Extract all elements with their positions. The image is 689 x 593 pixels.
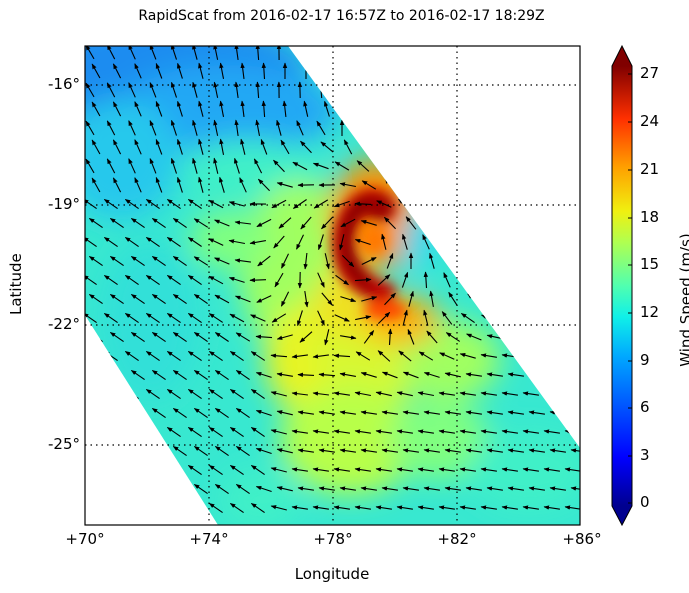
colorbar-tick: 24 [640,112,660,130]
colorbar-tick: 6 [640,398,650,416]
y-tick: -16° [48,75,80,93]
colorbar-tick: 9 [640,351,650,369]
colorbar-tick: 27 [640,64,660,82]
y-tick: -19° [48,195,80,213]
colorbar-tick: 12 [640,303,660,321]
grid-lines [85,46,580,525]
x-tick: +74° [189,530,229,548]
wind-speed-swath [85,46,580,525]
chart-title: RapidScat from 2016-02-17 16:57Z to 2016… [138,8,545,24]
x-axis-label: Longitude [294,565,370,583]
colorbar-tick: 0 [640,493,650,511]
colorbar [611,44,633,527]
colorbar-tick: 21 [640,160,660,178]
plot-frame [84,45,581,526]
x-tick: +70° [65,530,105,548]
colorbar-tick: 15 [640,255,660,273]
y-axis-label: Latitude [7,253,25,315]
x-tick: +82° [437,530,477,548]
y-tick: -25° [48,435,80,453]
colorbar-tick: 3 [640,446,650,464]
colorbar-tick: 18 [640,208,660,226]
colorbar-label: Wind Speed (m/s) [677,233,689,367]
x-tick: +86° [562,530,602,548]
x-tick: +78° [313,530,353,548]
y-tick: -22° [48,315,80,333]
